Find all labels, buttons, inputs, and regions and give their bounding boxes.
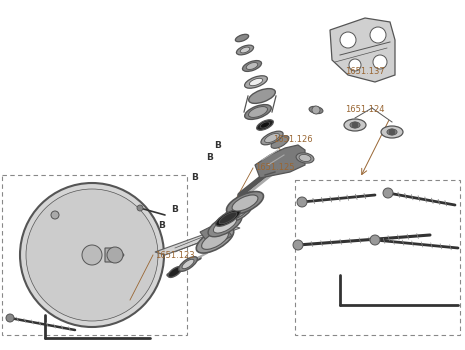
Polygon shape (155, 225, 240, 255)
Circle shape (51, 211, 59, 219)
Ellipse shape (257, 120, 273, 130)
Text: B: B (192, 174, 199, 182)
Ellipse shape (240, 47, 250, 53)
Text: 1651.124: 1651.124 (345, 105, 385, 114)
Ellipse shape (245, 105, 271, 119)
Ellipse shape (224, 202, 252, 222)
Ellipse shape (219, 212, 237, 224)
Ellipse shape (344, 119, 366, 131)
Polygon shape (330, 18, 395, 82)
Ellipse shape (296, 153, 314, 163)
Ellipse shape (236, 45, 253, 55)
Circle shape (373, 55, 387, 69)
Circle shape (107, 247, 123, 263)
Circle shape (6, 314, 14, 322)
Bar (2, 175, 187, 335)
Circle shape (26, 189, 158, 321)
Ellipse shape (271, 136, 289, 148)
Ellipse shape (246, 63, 258, 70)
Ellipse shape (309, 106, 323, 114)
Text: 1651.126: 1651.126 (273, 135, 312, 145)
Ellipse shape (208, 213, 242, 237)
Ellipse shape (245, 76, 267, 88)
Ellipse shape (232, 195, 258, 211)
Ellipse shape (228, 205, 248, 219)
Ellipse shape (261, 131, 283, 145)
Polygon shape (200, 226, 232, 242)
Polygon shape (255, 145, 305, 178)
Ellipse shape (299, 154, 311, 162)
Circle shape (312, 106, 320, 114)
Ellipse shape (196, 227, 234, 253)
Ellipse shape (179, 257, 197, 271)
Ellipse shape (249, 89, 275, 103)
Text: B: B (214, 140, 221, 149)
Circle shape (349, 59, 361, 71)
Ellipse shape (381, 126, 403, 138)
Ellipse shape (387, 129, 397, 135)
Ellipse shape (226, 191, 264, 215)
Circle shape (82, 245, 102, 265)
Ellipse shape (350, 122, 360, 128)
Ellipse shape (242, 61, 261, 71)
Circle shape (297, 197, 307, 207)
Circle shape (370, 235, 380, 245)
Text: B: B (206, 154, 213, 162)
Ellipse shape (235, 34, 249, 42)
Ellipse shape (265, 133, 279, 143)
Text: B: B (159, 220, 166, 230)
Ellipse shape (182, 259, 194, 269)
Circle shape (293, 240, 303, 250)
Circle shape (20, 183, 164, 327)
Polygon shape (105, 248, 124, 262)
Circle shape (137, 205, 143, 211)
Circle shape (370, 27, 386, 43)
Ellipse shape (260, 122, 270, 128)
Ellipse shape (248, 106, 267, 118)
Ellipse shape (213, 217, 237, 233)
Ellipse shape (168, 267, 182, 278)
Text: 1651.123: 1651.123 (155, 251, 195, 259)
Circle shape (340, 32, 356, 48)
Text: 1651.125: 1651.125 (255, 163, 294, 173)
Text: 1651.137: 1651.137 (345, 68, 385, 77)
Ellipse shape (249, 78, 263, 86)
Circle shape (389, 129, 395, 135)
Circle shape (383, 188, 393, 198)
Text: B: B (172, 205, 179, 215)
Circle shape (352, 122, 358, 128)
Ellipse shape (202, 231, 228, 250)
Bar (295, 180, 460, 335)
Ellipse shape (216, 210, 240, 226)
